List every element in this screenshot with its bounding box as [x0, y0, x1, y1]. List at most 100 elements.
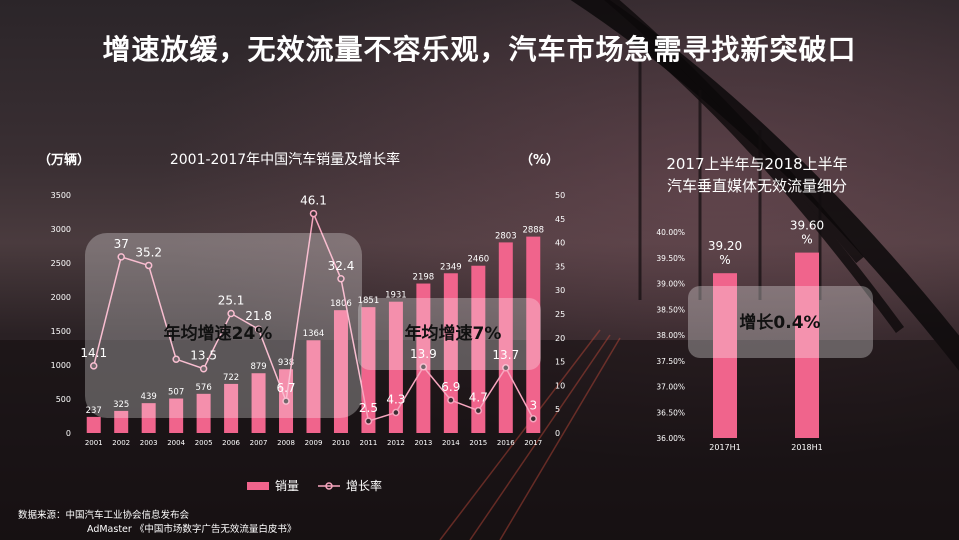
right-axis-tick: 37.50%: [656, 357, 685, 366]
left-axis-tick: 3000: [51, 225, 71, 234]
left-axis-tick: 0: [66, 429, 71, 438]
right-axis-tick: 40: [555, 239, 565, 248]
year-tick: 2003: [140, 439, 158, 447]
right-axis-tick: 38.00%: [656, 331, 685, 340]
right-axis-tick: 38.50%: [656, 305, 685, 314]
growth-rate-point: [172, 355, 180, 363]
sales-bar-label: 1364: [303, 329, 325, 339]
year-tick: 2017: [524, 439, 542, 447]
growth-rate-label: 13.9: [410, 347, 437, 361]
growth-rate-label: 3: [529, 399, 537, 413]
growth-rate-point: [117, 253, 125, 261]
growth-rate-point: [89, 362, 98, 370]
growth-rate-point: [529, 414, 538, 423]
right-chart-title-line2: 汽车垂直媒体无效流量细分: [667, 177, 847, 195]
growth-rate-label: 14.1: [80, 346, 107, 360]
growth-rate-point: [254, 325, 263, 333]
growth-rate-point: [309, 209, 318, 218]
slide-title: 增速放缓，无效流量不容乐观，汽车市场急需寻找新突破口: [102, 33, 857, 66]
sales-bar-label: 576: [196, 383, 212, 393]
right-axis-tick: 30: [555, 286, 565, 295]
sales-bar-label: 1931: [385, 291, 407, 301]
traffic-bar-label: 39.20%: [708, 239, 742, 267]
source-line-2: AdMaster 《中国市场数字广告无效流量白皮书》: [87, 524, 297, 535]
callout-box-3: [688, 286, 873, 358]
year-tick: 2015: [469, 439, 487, 447]
source-note: 数据来源：中国汽车工业协会信息发布会 AdMaster 《中国市场数字广告无效流…: [18, 509, 296, 537]
sales-bar-label: 507: [168, 388, 184, 398]
right-axis-tick: 0: [555, 429, 560, 438]
growth-rate-label: 32.4: [328, 259, 355, 273]
year-tick: 2014: [442, 439, 460, 447]
sales-bar: [416, 283, 431, 433]
traffic-bar: [713, 273, 737, 438]
growth-rate-label: 13.7: [492, 348, 519, 362]
sales-bar-label: 2888: [522, 226, 544, 236]
sales-bar: [86, 416, 101, 433]
growth-rate-point: [474, 406, 483, 415]
right-axis-tick: 10: [555, 381, 565, 390]
year-tick: 2004: [167, 439, 185, 447]
right-axis-tick: 39.00%: [656, 280, 685, 289]
source-line-1: 数据来源：中国汽车工业协会信息发布会: [18, 510, 190, 521]
left-axis-tick: 1500: [51, 327, 71, 336]
growth-rate-point: [419, 363, 428, 371]
growth-rate-label: 6.7: [276, 381, 295, 395]
left-axis-tick: 1000: [51, 361, 71, 370]
year-tick: 2006: [222, 439, 240, 447]
year-tick: 2009: [305, 439, 323, 447]
year-tick: 2010: [332, 439, 350, 447]
period-tick: 2017H1: [709, 443, 740, 452]
right-axis-unit: （%）: [520, 152, 559, 168]
sales-bar-label: 2803: [495, 231, 517, 241]
growth-rate-point: [392, 408, 400, 417]
left-axis-tick: 3500: [51, 191, 71, 200]
sales-bar: [471, 265, 486, 433]
callout-text-1: 年均增速24%: [164, 323, 273, 344]
growth-rate-point: [144, 261, 153, 270]
sales-bar-label: 879: [250, 362, 266, 372]
growth-rate-point: [364, 417, 373, 425]
legend-line-marker: [325, 482, 333, 490]
sales-bar: [498, 242, 513, 433]
right-axis-tick: 36.00%: [656, 434, 685, 443]
sales-bar-label: 2198: [413, 273, 435, 283]
growth-rate-point: [282, 397, 290, 405]
sales-growth-chart: （万辆） 2001-2017年中国汽车销量及增长率 （%） 0500100015…: [38, 151, 565, 493]
traffic-bar-label: 39.60%: [790, 219, 824, 247]
growth-rate-point: [502, 364, 510, 372]
sales-bar-label: 938: [278, 358, 294, 368]
right-axis-tick: 15: [555, 358, 565, 367]
legend-bar-swatch: [247, 482, 269, 490]
growth-rate-label: 46.1: [300, 194, 327, 208]
sales-bar-label: 2349: [440, 262, 462, 272]
left-axis-tick: 2500: [51, 259, 71, 268]
sales-bar: [388, 301, 403, 433]
growth-rate-label: 13.5: [190, 349, 217, 363]
left-axis-tick: 500: [56, 395, 71, 404]
right-axis-tick: 45: [555, 215, 565, 224]
legend-line-label: 增长率: [346, 478, 382, 493]
year-tick: 2011: [360, 439, 378, 447]
sales-bar-label: 722: [223, 373, 239, 383]
growth-rate-label: 2.5: [359, 401, 378, 415]
growth-rate-label: 25.1: [218, 294, 245, 308]
right-axis-tick: 39.50%: [656, 254, 685, 263]
sales-bar: [443, 273, 458, 433]
growth-rate-label: 37: [114, 237, 129, 251]
legend-bar-label: 销量: [275, 479, 299, 493]
year-tick: 2013: [414, 439, 432, 447]
year-tick: 2001: [85, 439, 103, 447]
left-axis-unit: （万辆）: [38, 152, 90, 168]
growth-rate-label: 4.3: [386, 393, 405, 407]
right-axis-tick: 50: [555, 191, 565, 200]
legend: 销量 增长率: [247, 478, 382, 493]
year-tick: 2007: [250, 439, 268, 447]
right-axis-tick: 36.50%: [656, 408, 685, 417]
sales-bar: [251, 373, 266, 433]
growth-rate-label: 4.7: [469, 391, 488, 405]
growth-rate-point: [199, 364, 208, 373]
sales-bar: [114, 410, 129, 433]
sales-bar-label: 325: [113, 400, 129, 410]
sales-bar-label: 439: [141, 392, 157, 402]
